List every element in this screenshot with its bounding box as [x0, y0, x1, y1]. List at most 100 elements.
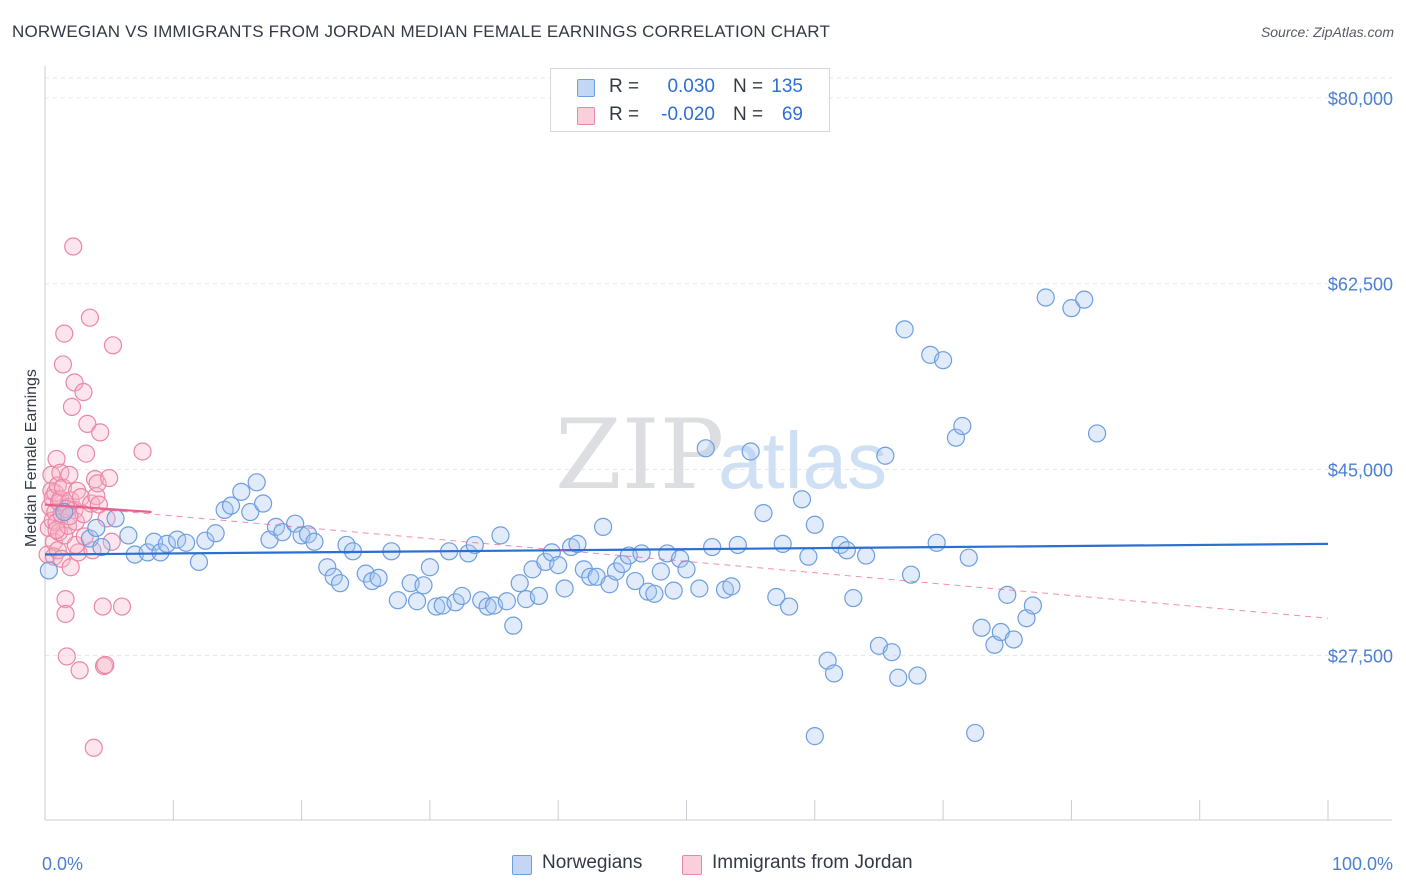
series-norwegians-points	[39, 288, 1107, 746]
norwegians-point	[221, 496, 241, 515]
legend-swatch-norwegians	[512, 855, 532, 875]
norwegians-point	[741, 442, 760, 461]
norwegians-trend-line	[44, 542, 1329, 556]
norwegians-point	[1087, 424, 1107, 443]
stats-legend: R = 0.030 N = 135 R = -0.020 N = 69	[550, 68, 830, 132]
y-axis-label: Median Female Earnings	[23, 369, 40, 547]
jordan-point	[57, 647, 76, 666]
norwegians-point	[664, 581, 683, 600]
x-tick-labels: 0.0% 100.0%	[42, 854, 1393, 874]
norwegians-point	[953, 416, 972, 436]
jordan-point	[57, 499, 76, 518]
norwegians-point	[330, 574, 350, 593]
norwegians-point	[232, 482, 251, 501]
norwegians-point	[39, 561, 58, 580]
norwegians-point	[645, 584, 664, 603]
norwegians-point	[594, 517, 613, 536]
norwegians-point	[882, 643, 901, 662]
x-tick-label-max: 100.0%	[1332, 854, 1393, 874]
y-tick-label: $62,500	[1328, 275, 1393, 295]
norwegians-point	[549, 556, 568, 575]
jordan-point	[61, 558, 80, 577]
jordan-point	[47, 449, 66, 469]
norwegians-point	[206, 524, 225, 543]
norwegians-point	[1023, 596, 1043, 615]
norwegians-point	[568, 534, 587, 553]
jordan-point	[53, 355, 73, 374]
jordan-point	[70, 661, 89, 680]
norwegians-point	[555, 579, 574, 598]
legend-swatch-norwegians	[577, 79, 595, 97]
jordan-point	[133, 442, 152, 461]
grid-lines	[45, 77, 1392, 656]
norwegians-point	[414, 576, 433, 595]
norwegians-point	[510, 574, 529, 593]
jordan-point	[84, 738, 103, 757]
norwegians-point	[189, 552, 209, 572]
norwegians-point	[427, 597, 446, 616]
norwegians-point	[318, 558, 337, 577]
norwegians-point	[369, 568, 388, 587]
norwegians-point	[805, 515, 824, 534]
legend-swatch-jordan	[577, 107, 595, 125]
y-tick-label: $80,000	[1328, 89, 1393, 109]
legend-n-value: 135	[771, 76, 803, 97]
watermark-atlas: atlas	[718, 416, 887, 505]
norwegians-point	[889, 668, 908, 687]
legend-n-label: N =	[733, 76, 764, 97]
norwegians-point	[420, 558, 439, 577]
norwegians-point	[876, 446, 895, 465]
norwegians-point	[254, 494, 273, 513]
norwegians-point	[491, 526, 510, 545]
norwegians-point	[799, 547, 818, 566]
norwegians-point	[1075, 290, 1094, 309]
legend-label-jordan: Immigrants from Jordan	[712, 852, 913, 873]
legend-row-norwegians: R = 0.030 N = 135	[551, 73, 829, 101]
jordan-point	[112, 597, 132, 616]
jordan-point	[61, 491, 80, 510]
norwegians-point	[581, 567, 600, 586]
norwegians-point	[138, 543, 157, 562]
norwegians-point	[901, 565, 921, 584]
norwegians-point	[895, 320, 914, 339]
jordan-point	[96, 655, 115, 675]
norwegians-point	[1062, 299, 1081, 318]
chart-source: Source: ZipAtlas.com	[1260, 24, 1394, 40]
norwegians-point	[780, 597, 799, 616]
jordan-point	[94, 656, 114, 676]
norwegians-point	[703, 537, 722, 557]
jordan-point	[55, 324, 74, 343]
watermark-zip: ZIP	[555, 399, 724, 511]
norwegians-point	[824, 664, 844, 683]
norwegians-point	[754, 503, 773, 523]
legend-r-label: R =	[609, 76, 640, 97]
norwegians-point	[677, 560, 696, 579]
norwegians-point	[857, 546, 876, 565]
legend-r-value: 0.030	[667, 76, 715, 97]
jordan-point	[64, 237, 83, 256]
jordan-point	[78, 414, 97, 433]
jordan-point	[62, 397, 82, 416]
norwegians-point	[529, 586, 549, 606]
jordan-point	[47, 520, 66, 540]
trend-lines	[44, 503, 1329, 619]
norwegians-point	[767, 587, 786, 607]
norwegians-point	[959, 548, 978, 567]
x-tick-label-min: 0.0%	[42, 854, 83, 874]
norwegians-point	[106, 509, 125, 528]
norwegians-point	[792, 490, 812, 509]
jordan-point	[102, 532, 121, 551]
legend-swatch-jordan	[682, 855, 702, 875]
norwegians-point	[497, 592, 516, 611]
series-legend: Norwegians Immigrants from Jordan	[0, 852, 1406, 878]
norwegians-point	[465, 535, 484, 555]
norwegians-point	[1036, 288, 1055, 307]
norwegians-point	[452, 586, 472, 606]
norwegians-point	[626, 571, 645, 591]
norwegians-point	[805, 727, 824, 746]
norwegians-point	[966, 723, 985, 743]
norwegians-point	[606, 562, 626, 581]
jordan-point	[76, 444, 96, 463]
jordan-point	[74, 382, 93, 402]
y-tick-label: $27,500	[1328, 646, 1393, 666]
